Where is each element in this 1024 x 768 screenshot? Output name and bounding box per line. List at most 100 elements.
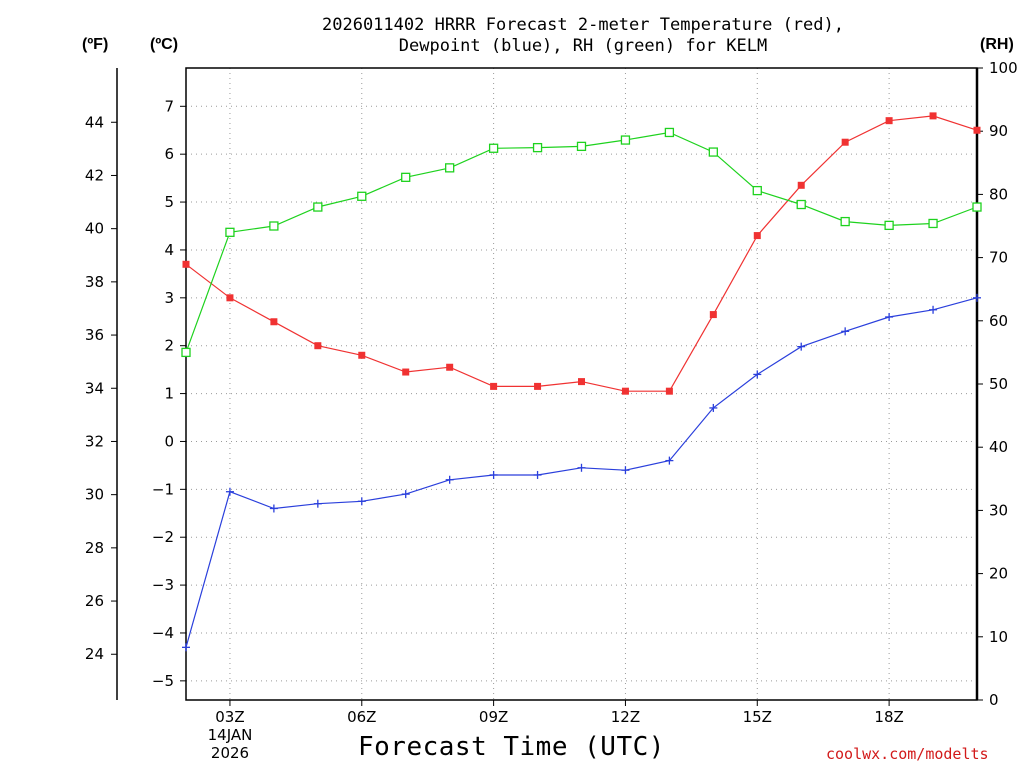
axes: −5−4−3−2−1012345672426283032343638404244… (85, 59, 1018, 726)
celsius-tick-label: −3 (152, 576, 174, 594)
dewpoint-point (313, 499, 322, 508)
fahrenheit-tick-label: 42 (85, 166, 104, 184)
dewpoint-point (665, 456, 674, 465)
rh-point (269, 221, 279, 231)
dewpoint-point (577, 463, 586, 472)
rh-tick-label: 90 (989, 122, 1008, 140)
temperature-point (226, 294, 234, 302)
temperature-point (885, 117, 893, 125)
celsius-tick-label: 3 (164, 289, 174, 307)
dewpoint-point (182, 643, 190, 652)
rh-tick-label: 70 (989, 249, 1008, 267)
dewpoint-point (401, 490, 410, 499)
rh-tick-label: 30 (989, 501, 1008, 519)
rh-tick-label: 60 (989, 312, 1008, 330)
rh-point (445, 163, 455, 173)
dewpoint-point (929, 305, 938, 314)
temperature-point (929, 112, 937, 120)
temperature-point (490, 382, 498, 390)
rh-point (532, 142, 543, 153)
x-tick-label: 03Z (215, 708, 244, 726)
rh-point (401, 172, 411, 182)
temperature-point (797, 181, 805, 189)
celsius-tick-label: −1 (152, 480, 174, 498)
celsius-tick-label: −2 (152, 528, 174, 546)
temperature-point (578, 378, 585, 386)
dewpoint-point (357, 497, 366, 506)
x-axis-title: Forecast Time (UTC) (358, 732, 665, 762)
celsius-tick-label: 4 (164, 241, 174, 259)
fahrenheit-tick-label: 28 (85, 539, 104, 557)
temperature-point (973, 126, 981, 134)
temperature-point (182, 260, 190, 268)
dewpoint-point (621, 466, 630, 475)
dewpoint-point (269, 504, 278, 513)
series-line-dewpoint (185, 297, 978, 648)
temperature-point (753, 232, 761, 240)
fahrenheit-axis-unit: (ºF) (82, 36, 109, 53)
rh-point (752, 185, 762, 196)
chart-title-line-2: Dewpoint (blue), RH (green) for KELM (398, 36, 768, 56)
fahrenheit-tick-label: 30 (85, 486, 104, 504)
fahrenheit-tick-label: 36 (85, 326, 104, 344)
temperature-point (665, 387, 673, 395)
dewpoint-point (225, 487, 234, 496)
rh-tick-label: 50 (989, 375, 1008, 393)
series-layer (181, 112, 982, 652)
dewpoint-point (489, 470, 498, 479)
x-tick-label: 18Z (874, 708, 903, 726)
rh-tick-label: 40 (989, 438, 1008, 456)
temperature-point (358, 351, 366, 359)
temperature-point (621, 387, 629, 395)
rh-point (576, 141, 587, 152)
celsius-tick-label: 5 (164, 193, 174, 211)
site-credit: coolwx.com/modelts (826, 745, 989, 763)
celsius-tick-label: 1 (164, 385, 174, 403)
rh-point (972, 202, 982, 212)
rh-tick-label: 10 (989, 628, 1008, 646)
temperature-point (402, 368, 410, 376)
celsius-axis-unit: (ºC) (150, 36, 179, 53)
celsius-tick-label: −5 (152, 672, 174, 690)
rh-point (840, 216, 850, 227)
temperature-point (446, 363, 454, 371)
fahrenheit-tick-label: 44 (85, 113, 104, 131)
rh-point (488, 143, 499, 153)
dewpoint-point (533, 470, 542, 479)
rh-point (796, 199, 806, 210)
x-tick-label: 09Z (479, 708, 508, 726)
fahrenheit-tick-label: 38 (85, 273, 104, 291)
temperature-point (709, 311, 717, 319)
rh-point (181, 347, 191, 358)
fahrenheit-tick-label: 40 (85, 220, 104, 238)
rh-point (225, 227, 235, 237)
celsius-tick-label: 2 (164, 337, 174, 355)
rh-tick-label: 100 (989, 59, 1018, 77)
rh-point (357, 191, 367, 201)
chart-title-line-1: 2026011402 HRRR Forecast 2-meter Tempera… (322, 15, 844, 35)
temperature-point (534, 382, 542, 390)
rh-axis-unit: (RH) (980, 36, 1014, 53)
fahrenheit-tick-label: 34 (85, 379, 104, 397)
series-line-2-meter-temperature (185, 115, 978, 392)
rh-point (620, 135, 631, 145)
fahrenheit-tick-label: 24 (85, 645, 104, 663)
celsius-tick-label: 6 (164, 145, 174, 163)
rh-point (664, 127, 675, 138)
rh-point (928, 218, 938, 229)
fahrenheit-tick-label: 32 (85, 432, 104, 450)
dewpoint-point (445, 475, 454, 484)
celsius-tick-label: 7 (164, 97, 174, 115)
dewpoint-point (709, 403, 718, 412)
x-tick-label: 15Z (743, 708, 772, 726)
gridlines (186, 68, 977, 700)
x-tick-label: 06Z (347, 708, 376, 726)
rh-tick-label: 20 (989, 565, 1008, 583)
dewpoint-point (841, 327, 850, 336)
series-line-rh (185, 131, 978, 353)
dewpoint-point (797, 342, 806, 351)
date-year-label: 2026 (210, 744, 250, 762)
celsius-tick-label: 0 (164, 432, 174, 450)
temperature-point (841, 138, 849, 146)
